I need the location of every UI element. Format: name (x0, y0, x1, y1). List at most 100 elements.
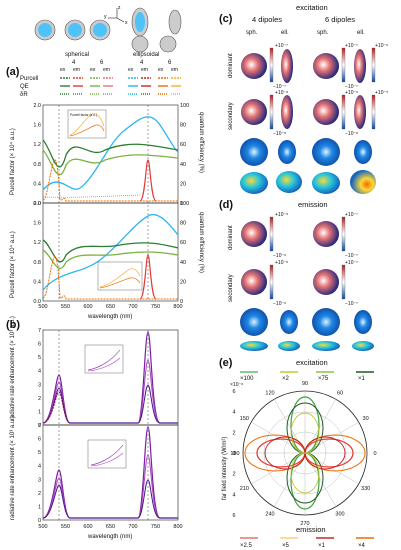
legend-ellipsoidal: ellipsoidal (133, 52, 159, 58)
e-r-tick-5: 4 (232, 492, 235, 498)
d-scale-top-2: +10⁻⁷ (345, 212, 358, 218)
e-angle-3: 0 (373, 451, 376, 457)
c-scale-top-1: +10⁻⁷ (275, 43, 288, 49)
e-angle-9: 180 (230, 451, 239, 457)
b-x-tick-1: 550 (61, 524, 70, 530)
c-scale-top-3: +10⁻⁷ (345, 43, 358, 49)
b-tick-bot-2: 2 (38, 491, 41, 497)
b-tick-bot-3: 3 (38, 477, 41, 483)
legend-ex1: ex (60, 67, 66, 73)
panel-a: Purcell factor (a.u.) 0.0 0.4 0.8 1.2 1.6 2.0… (9, 103, 204, 320)
legend-purcell: Purcell (20, 76, 38, 82)
e-r-tick-6: 6 (232, 513, 235, 519)
b-tick-top-4: 4 (38, 369, 41, 375)
a-right-tick-top-3: 60 (180, 142, 186, 148)
legend-ex2: ex (90, 67, 96, 73)
a-right-tick-bot-4: 80 (180, 221, 186, 227)
b-tick-top-7: 7 (38, 328, 41, 334)
c-scale2-top-1: +10⁻⁸ (275, 90, 288, 96)
legend-n6b: 6 (168, 60, 172, 66)
e-exponent: ×10⁻⁸ (230, 382, 243, 388)
d-scale-bot-1: −10⁻⁶ (273, 253, 286, 259)
e-r-tick-0: 6 (232, 389, 235, 395)
c-scale2-bot-1: −10⁻⁸ (273, 131, 286, 137)
a-right-tick-top-0: 0 (180, 201, 183, 207)
d-scale-top-1: +10⁻⁶ (275, 212, 288, 218)
a-right-tick-bot-5: 100 (180, 201, 189, 207)
legend-em4: em (171, 67, 178, 73)
b-x-tick-6: 800 (173, 524, 182, 530)
e-ex-mult-1: ×100 (240, 376, 254, 382)
a-x-tick-4: 700 (128, 304, 137, 310)
b-tick-top-6: 6 (38, 342, 41, 348)
a-right-tick-top-2: 40 (180, 162, 186, 168)
a-x-tick-6: 800 (173, 304, 182, 310)
b-x-tick-2: 600 (83, 524, 92, 530)
b-x-tick-5: 750 (151, 524, 160, 530)
b-x-tick-3: 650 (106, 524, 115, 530)
panel-d: emission dominant secondary +10⁻⁶ +10⁻⁷ … (228, 200, 374, 351)
a-left-tick-bot-0: 0.0 (33, 299, 41, 305)
a-left-tick-top-2: 0.8 (33, 162, 41, 168)
b-tick-bot-1: 1 (38, 504, 41, 510)
b-tick-bot-7: 7 (38, 423, 41, 429)
e-em-mult-3: ×1 (318, 543, 326, 549)
e-r-tick-4: 2 (232, 472, 235, 478)
a-left-tick-bot-4: 1.6 (33, 221, 41, 227)
legend-n4b: 4 (140, 60, 144, 66)
top-legend: spherical ellipsoidal 4 6 4 6 ex em ex e… (20, 5, 182, 98)
panel-e: excitation ×100 ×2 ×75 ×1 ×10⁻⁸ far fiel… (222, 358, 377, 549)
a-left-tick-top-5: 2.0 (33, 103, 41, 109)
axis-triad: z y x (104, 5, 128, 26)
d-scale2-bot-1: −10⁻⁶ (273, 301, 286, 307)
particle-sketches (34, 7, 182, 53)
a-x-tick-5: 750 (151, 304, 160, 310)
b-tick-bot-4: 4 (38, 464, 41, 470)
c-sph2: sph. (317, 30, 329, 36)
legend-em3: em (141, 67, 148, 73)
panel-e-letter: (e) (219, 357, 233, 369)
axis-x-label: x (125, 20, 128, 26)
a-x-tick-1: 550 (61, 304, 70, 310)
inset-a-top-label: Purcell factor (a.u.) (70, 113, 97, 117)
legend-ex3: ex (128, 67, 134, 73)
b-tick-bot-0: 0 (38, 518, 41, 524)
e-angle-7: 240 (265, 512, 274, 518)
a-ylabel-left-bottom: Purcell factor (× 10⁴ a.u.) (9, 231, 16, 298)
d-row1: dominant (228, 225, 234, 250)
a-ylabel-left-top: Purcell factor (× 10⁴ a.u.) (9, 128, 16, 195)
b-tick-bot-5: 5 (38, 450, 41, 456)
e-angle-0: 90 (302, 381, 308, 387)
a-left-tick-bot-2: 0.8 (33, 260, 41, 266)
a-x-tick-3: 650 (106, 304, 115, 310)
e-r-tick-3: 0 (232, 451, 235, 457)
a-left-tick-top-1: 0.4 (33, 181, 41, 187)
a-x-tick-0: 500 (38, 304, 47, 310)
c-scale2-top-3: +10⁻⁶ (345, 90, 358, 96)
e-em-mult-4: ×4 (358, 543, 366, 549)
c-sph: sph. (246, 30, 258, 36)
e-ylabel: far field intensity (W/m²) (222, 437, 228, 500)
d-title: emission (298, 200, 328, 209)
a-ylabel-right-top: quantum efficiency (%) (198, 112, 204, 173)
c-scale-bot-3: −10⁻⁷ (345, 84, 358, 90)
a-left-tick-top-0: 0.0 (33, 201, 41, 207)
e-angle-5: 300 (335, 512, 344, 518)
b-ylabel-top: radiative rate enhancement (× 10³ a.u.) (10, 316, 16, 420)
e-angle-2: 30 (363, 416, 369, 422)
c-ell2: ell. (357, 30, 365, 36)
a-right-tick-bot-2: 40 (180, 260, 186, 266)
e-angle-8: 210 (240, 486, 249, 492)
a-right-tick-bot-1: 20 (180, 279, 186, 285)
c-scale-bot-1: −10⁻⁷ (273, 84, 286, 90)
b-tick-bot-6: 6 (38, 437, 41, 443)
legend-em2: em (103, 67, 110, 73)
b-x-tick-4: 700 (128, 524, 137, 530)
c-row2: secondary (228, 102, 234, 130)
a-left-tick-bot-5: 2.0 (33, 201, 41, 207)
panel-c: excitation 4 dipoles 6 dipoles sph. ell.… (228, 3, 388, 194)
panel-a-letter: (a) (6, 66, 20, 78)
panel-d-letter: (d) (219, 199, 233, 211)
